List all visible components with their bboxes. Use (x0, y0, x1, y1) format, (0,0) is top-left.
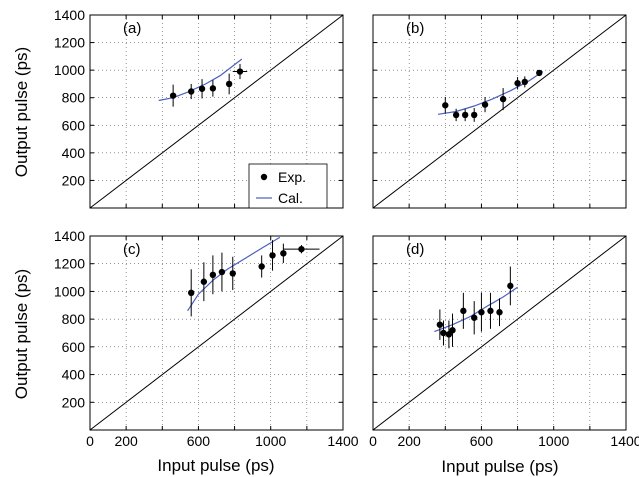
y-axis-label-bottom: Output pulse (ps) (12, 269, 31, 399)
exp-point (188, 289, 195, 297)
exp-point (514, 80, 521, 87)
axes-frame (372, 235, 627, 431)
exp-point (440, 329, 447, 337)
legend-exp-label: Exp. (278, 169, 306, 185)
x-tick-label: 200 (114, 433, 138, 449)
y-tick-label: 1200 (54, 35, 85, 51)
panel-label: (d) (406, 241, 424, 258)
cal-line (434, 286, 518, 333)
exp-point (442, 102, 449, 109)
legend: Exp. Cal. (248, 163, 328, 209)
exp-point (169, 92, 177, 99)
exp-point (471, 111, 478, 119)
axes-frame (89, 235, 344, 431)
x-tick-label: 600 (470, 433, 494, 449)
panel-c: 200 400 600 800 1000 1200 1400 0 200 600 1000 1400 (… (54, 228, 359, 449)
x-tick-label: 1400 (610, 433, 639, 449)
y-axis-label-top: Output pulse (ps) (12, 47, 31, 177)
axes-frame (372, 14, 627, 209)
cal-line (187, 236, 281, 312)
legend-box (248, 163, 328, 209)
exp-point (229, 270, 236, 277)
x-axis-label-right: Input pulse (ps) (441, 457, 558, 476)
y-tick-label: 800 (62, 311, 86, 327)
exp-point (452, 111, 460, 119)
legend-cal-label: Cal. (278, 190, 303, 206)
exp-point (209, 85, 217, 92)
reference-line (372, 14, 627, 209)
y-tick-label: 400 (62, 367, 86, 383)
exp-point (507, 282, 514, 290)
exp-point (280, 250, 287, 257)
exp-point (481, 101, 489, 108)
x-tick-label: 0 (86, 433, 94, 449)
reference-line (89, 14, 344, 209)
legend-exp-marker (260, 173, 268, 181)
x-tick-label: 600 (187, 433, 211, 449)
exp-point (236, 68, 244, 75)
exp-point (461, 111, 469, 119)
x-tick-label: 1400 (327, 433, 358, 449)
panel-d: 0 200 600 1000 1400 (d) (369, 235, 639, 449)
panel-a: 200 400 600 800 1000 1200 1400 (a) (54, 7, 344, 209)
x-tick-label: 0 (369, 433, 377, 449)
exp-point (188, 88, 195, 95)
exp-point (218, 268, 226, 276)
y-tick-label: 400 (62, 145, 86, 161)
exp-point (521, 78, 528, 86)
reference-line (372, 235, 627, 431)
exp-point (298, 245, 305, 253)
y-tick-label: 1400 (54, 228, 85, 244)
y-tick-label: 200 (62, 394, 86, 410)
exp-point (496, 309, 503, 316)
exp-point (487, 307, 494, 315)
panel-label: (b) (406, 20, 424, 37)
panel-label: (a) (123, 20, 141, 37)
panel-label: (c) (123, 241, 141, 258)
y-tick-label: 1000 (54, 62, 85, 78)
y-tick-label: 1000 (54, 283, 85, 299)
y-tick-label: 600 (62, 339, 86, 355)
exp-point (460, 307, 467, 315)
cal-line (438, 71, 544, 115)
exp-point (225, 80, 233, 88)
exp-point (445, 331, 453, 338)
exp-point (449, 327, 456, 334)
y-tick-label: 600 (62, 117, 86, 133)
x-tick-label: 200 (397, 433, 421, 449)
exp-point (200, 278, 208, 285)
exp-point (269, 252, 276, 259)
exp-point (478, 309, 485, 316)
axes-frame (89, 14, 344, 209)
exp-point (258, 263, 265, 270)
panel-b: (b) (372, 14, 627, 209)
x-tick-label: 1000 (538, 433, 569, 449)
exp-point (436, 321, 444, 328)
y-tick-label: 200 (62, 172, 86, 188)
exp-point (198, 85, 206, 92)
y-tick-label: 1200 (54, 256, 85, 272)
y-tick-label: 800 (62, 90, 86, 106)
exp-point (499, 95, 507, 103)
reference-line (89, 235, 344, 431)
x-axis-label-left: Input pulse (ps) (157, 456, 274, 475)
exp-point (536, 69, 543, 77)
exp-point (209, 271, 217, 278)
exp-point (471, 314, 478, 321)
y-tick-label: 1400 (54, 7, 85, 23)
x-tick-label: 1000 (255, 433, 286, 449)
